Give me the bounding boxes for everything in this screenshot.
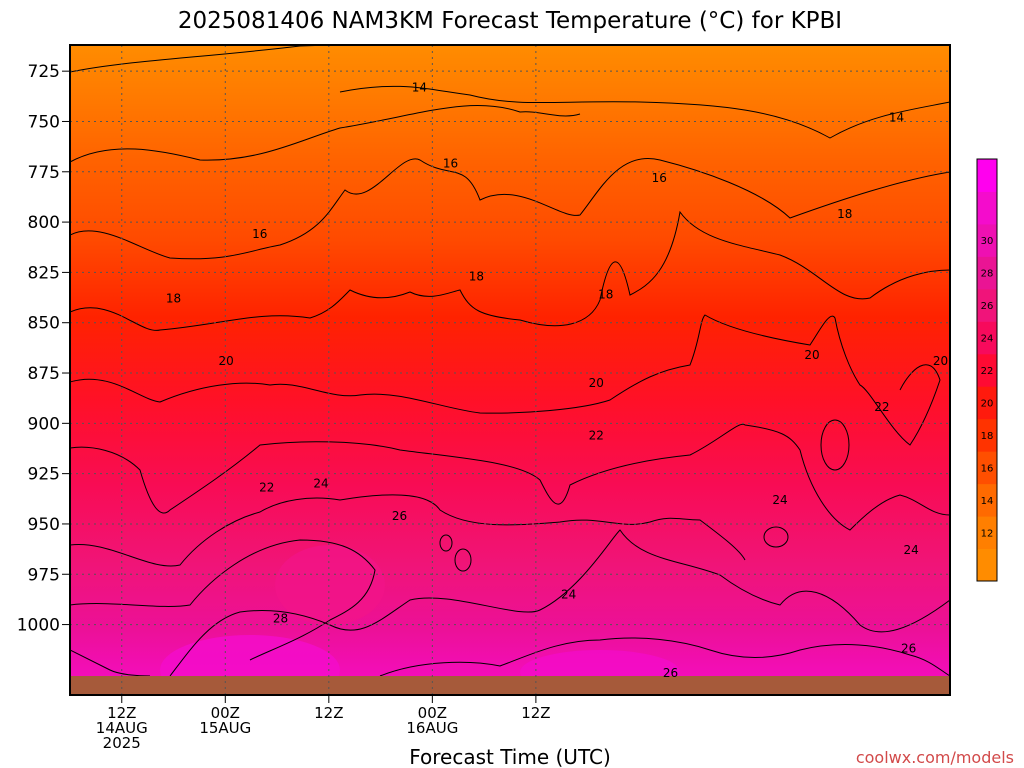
colorbar-swatch [977,353,997,387]
contour-label: 16 [652,171,667,185]
x-tick-label: 15AUG [199,719,251,737]
colorbar: 12 14 16 18 20 22 24 26 28 30 [976,158,998,582]
colorbar-tick-label: 22 [981,366,994,377]
colorbar-tick-label: 20 [981,398,994,409]
contour-line [339,85,950,139]
contour-line [70,45,331,73]
y-tick-label: 975 [28,565,60,585]
chart-title: 2025081406 NAM3KM Forecast Temperature (… [178,8,842,34]
contour-label: 18 [166,292,181,306]
colorbar-frame [976,158,998,582]
contour-line [70,210,950,331]
contour-label: 14 [889,110,904,124]
contour-closed [439,534,453,552]
contour-label: 18 [469,269,484,283]
y-tick-label: 925 [28,465,60,485]
ground-surface [70,676,950,695]
contour-label: 24 [904,543,919,557]
contour-line [70,494,746,567]
contour-label: 20 [804,348,819,362]
colorbar-swatch [977,516,997,550]
colorbar-swatch [977,223,997,257]
x-tick-label: 2025 [103,734,141,752]
contour-label: 14 [412,80,427,94]
contour-label: 20 [219,354,234,368]
x-tick-label: 14AUG [96,719,148,737]
contour-label: 26 [901,642,916,656]
y-tick-label: 900 [28,414,60,434]
contour-label: 16 [443,157,458,171]
x-tick-label: 16AUG [406,719,458,737]
x-tick-label: 00Z [418,704,447,722]
contour-line [70,104,581,163]
y-tick-label: 825 [28,263,60,283]
colorbar-swatch [977,191,997,225]
y-tick-label: 750 [28,112,60,132]
colorbar-tick-label: 30 [981,236,994,247]
contour-lines [70,45,950,677]
grid-lines [70,45,950,695]
contour-label: 26 [392,509,407,523]
colorbar-swatch [977,386,997,420]
colorbar-tick-label: 26 [981,301,994,312]
colorbar-swatch [977,256,997,290]
x-tick-label: 00Z [211,704,240,722]
contour-labels: 14 14 16 16 16 18 18 18 18 20 20 20 20 22 22 22 24 24 24 24… [166,80,948,680]
x-axis-label: Forecast Time (UTC) [409,745,611,768]
colorbar-tick-label: 24 [981,334,994,345]
contour-closed [820,419,850,471]
contour-line [379,637,950,677]
contour-closed [454,548,472,572]
y-tick-label: 775 [28,163,60,183]
contour-label: 20 [933,354,948,368]
colorbar-swatch [977,321,997,355]
contour-line [70,423,950,531]
contour-line [70,314,941,446]
contour-label: 24 [561,587,576,601]
contour-label: 24 [772,493,787,507]
x-tick-label: 12Z [314,704,343,722]
colorbar-swatch [977,483,997,517]
colorbar-swatch [977,451,997,485]
y-tick-label: 725 [28,62,60,82]
contour-label: 16 [252,227,267,241]
y-tick-label: 1000 [17,616,60,636]
contour-label: 22 [259,481,274,495]
contour-label: 26 [663,666,678,680]
colorbar-tick-label: 28 [981,269,994,280]
y-tick-label: 850 [28,314,60,334]
colorbar-swatch [977,418,997,452]
colorbar-swatch [977,159,997,192]
contour-line [169,529,950,677]
y-axis: 725 750 775 800 825 850 875 900 925 950 975 1000 [17,62,70,636]
colorbar-tick-label: 16 [981,463,994,474]
colorbar-tick-label: 18 [981,431,994,442]
colorbar-swatch [977,548,997,582]
credit-text: coolwx.com/models [856,748,1014,767]
contour-line [70,649,151,677]
y-tick-label: 950 [28,515,60,535]
y-tick-label: 800 [28,213,60,233]
contour-label: 24 [313,477,328,491]
colorbar-tick-label: 12 [981,528,994,539]
contour-closed [763,526,789,548]
contour-label: 22 [589,428,604,442]
colorbar-tick-label: 14 [981,496,994,507]
x-tick-label: 12Z [107,704,136,722]
plot-area: 14 14 16 16 16 18 18 18 18 20 20 20 20 22 22 22 24 24 24 24… [70,45,950,695]
contour-line [70,157,950,260]
x-tick-label: 12Z [521,704,550,722]
contour-label: 18 [598,288,613,302]
contour-label: 20 [589,376,604,390]
contour-label: 28 [273,612,288,626]
temperature-field [70,45,950,695]
y-tick-label: 875 [28,364,60,384]
contour-label: 18 [837,207,852,221]
contour-label: 22 [874,400,889,414]
plot-frame [69,44,951,696]
warm-pocket [275,545,385,625]
colorbar-swatch [977,288,997,322]
